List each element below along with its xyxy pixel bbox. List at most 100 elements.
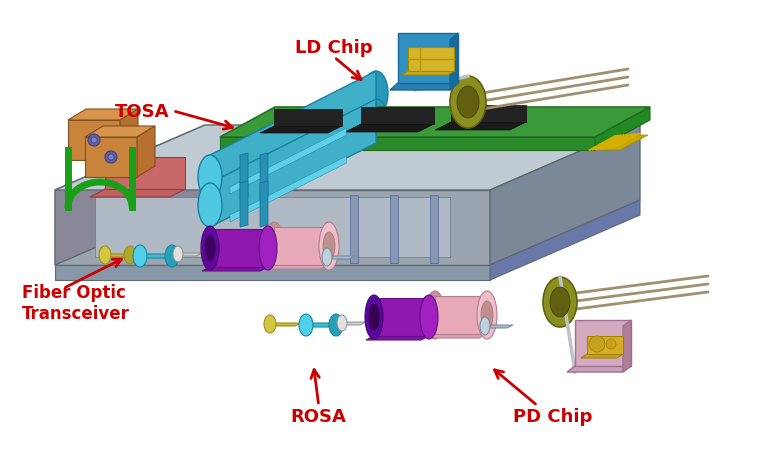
Polygon shape [398,34,458,84]
Polygon shape [366,336,429,340]
Polygon shape [361,108,434,125]
Polygon shape [575,320,631,366]
Ellipse shape [108,155,114,161]
Polygon shape [55,126,640,191]
Ellipse shape [450,77,486,129]
Polygon shape [210,72,376,200]
Polygon shape [220,138,595,151]
Polygon shape [595,108,650,151]
Polygon shape [345,125,434,133]
Ellipse shape [323,233,335,260]
Ellipse shape [165,245,179,268]
Ellipse shape [322,248,332,267]
Polygon shape [240,182,248,228]
Ellipse shape [365,295,383,339]
Ellipse shape [425,291,445,339]
Polygon shape [137,127,155,177]
Ellipse shape [105,152,117,164]
Polygon shape [588,136,648,151]
Ellipse shape [173,247,183,263]
Ellipse shape [319,222,339,270]
Polygon shape [68,110,138,121]
Ellipse shape [369,304,379,330]
Text: ROSA: ROSA [291,407,346,425]
Ellipse shape [88,135,100,147]
Ellipse shape [364,72,388,116]
Polygon shape [260,154,268,200]
Ellipse shape [329,314,343,336]
Polygon shape [408,48,454,72]
Ellipse shape [477,291,497,339]
Polygon shape [120,110,138,161]
Ellipse shape [606,339,616,349]
Ellipse shape [198,184,222,228]
Polygon shape [260,127,342,134]
Polygon shape [581,354,623,358]
Ellipse shape [481,301,493,329]
Polygon shape [587,336,623,354]
Ellipse shape [420,295,438,339]
Text: TOSA: TOSA [115,102,169,121]
Ellipse shape [264,315,276,333]
Polygon shape [220,108,650,138]
Ellipse shape [133,245,147,268]
Ellipse shape [198,156,222,200]
Ellipse shape [99,247,111,264]
Text: PD Chip: PD Chip [513,407,593,425]
Polygon shape [202,268,268,271]
Polygon shape [327,257,355,259]
Ellipse shape [480,317,490,335]
Polygon shape [270,324,301,326]
Ellipse shape [91,138,97,144]
Polygon shape [350,196,358,263]
Polygon shape [274,110,342,127]
Ellipse shape [589,336,605,352]
Polygon shape [105,254,136,258]
Polygon shape [485,325,513,328]
Text: LD Chip: LD Chip [295,39,373,57]
Polygon shape [105,157,185,190]
Polygon shape [85,127,155,138]
Ellipse shape [124,247,136,264]
Polygon shape [260,182,268,228]
Ellipse shape [550,288,570,317]
Polygon shape [567,366,631,372]
Polygon shape [55,265,490,280]
Polygon shape [490,201,640,280]
Polygon shape [210,229,268,268]
Ellipse shape [264,222,284,270]
Polygon shape [451,106,526,123]
Polygon shape [55,191,490,265]
Ellipse shape [543,278,577,327]
Polygon shape [427,334,487,338]
Text: Fiber Optic
Transceiver: Fiber Optic Transceiver [22,283,129,322]
Polygon shape [274,228,329,265]
Polygon shape [435,296,487,334]
Polygon shape [230,157,346,222]
Polygon shape [306,324,342,327]
Polygon shape [490,126,640,265]
Polygon shape [623,320,631,372]
Polygon shape [68,121,120,161]
Polygon shape [430,196,438,263]
Ellipse shape [259,227,277,270]
Polygon shape [342,322,366,325]
Polygon shape [374,298,429,336]
Polygon shape [90,190,185,197]
Polygon shape [390,196,398,263]
Polygon shape [240,154,248,200]
Polygon shape [390,84,458,91]
Polygon shape [95,197,450,258]
Polygon shape [266,265,329,269]
Polygon shape [178,253,202,257]
Polygon shape [435,123,526,131]
Ellipse shape [364,100,388,144]
Polygon shape [55,126,205,265]
Ellipse shape [299,314,313,336]
Ellipse shape [457,87,479,119]
Ellipse shape [337,315,347,331]
Polygon shape [230,129,346,195]
Ellipse shape [201,227,219,270]
Polygon shape [210,100,376,228]
Ellipse shape [205,236,215,262]
